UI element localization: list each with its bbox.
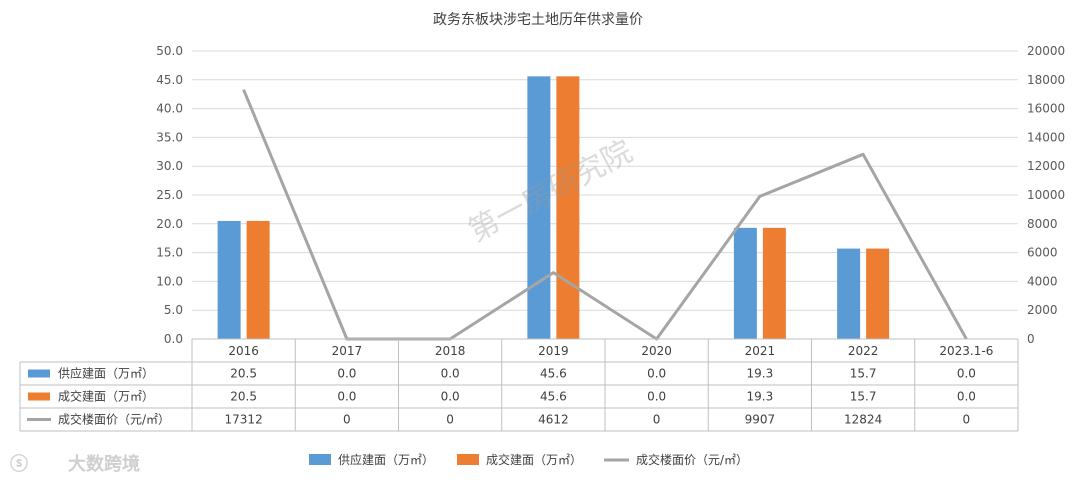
x-tick-label: 2020 [641,344,672,358]
table-series-name: 成交楼面价（元/㎡） [58,412,170,427]
bar-supply [733,227,757,339]
chart-title: 政务东板块涉宅土地历年供求量价 [433,12,643,28]
table-cell: 0.0 [957,390,976,404]
table-cell: 0.0 [647,390,666,404]
left-tick-label: 50.0 [156,44,183,58]
legend-label: 成交楼面价（元/㎡） [636,452,748,467]
x-tick-label: 2016 [228,344,259,358]
legend-label: 供应建面（万㎡） [338,452,434,467]
bar-supply [837,248,861,339]
left-tick-label: 30.0 [156,159,183,173]
right-tick-label: 10000 [1027,188,1065,202]
legend-key [309,454,331,465]
bar-supply [527,76,551,340]
legend-label: 成交建面（万㎡） [486,452,582,467]
x-tick-label: 2023.1-6 [939,344,993,358]
table-cell: 17312 [225,413,263,427]
grid-lines [192,50,1018,340]
table-cell: 0.0 [647,367,666,381]
data-table: 2016 2017 2018 2019 2020 2021 2022 2023.1-6 供应建面… [19,338,1019,432]
x-tick-label: 2017 [332,344,363,358]
left-tick-label: 45.0 [156,73,183,87]
logo: ⓢ 大数跨境 [10,453,140,475]
table-cell: 0 [343,413,351,427]
table-cell: 12824 [844,413,882,427]
table-cell: 0 [963,413,971,427]
bars [217,76,890,340]
x-tick-label: 2021 [745,344,776,358]
bar-supply [217,220,241,339]
table-cell: 0.0 [441,367,460,381]
right-tick-label: 8000 [1027,217,1058,231]
table-legend-key [28,369,50,378]
table-cell: 0 [653,413,661,427]
logo-icon: ⓢ [10,453,28,475]
table-cell: 0.0 [337,390,356,404]
table-cell: 0.0 [957,367,976,381]
left-tick-label: 20.0 [156,217,183,231]
table-series-name: 成交建面（万㎡） [58,389,154,404]
table-cell: 0.0 [441,390,460,404]
left-axis-ticks: 0.0 5.0 10.0 15.0 20.0 25.0 30.0 35.0 40.0 45.0 50… [156,44,183,346]
right-tick-label: 6000 [1027,246,1058,260]
bar-deal [866,248,890,339]
left-tick-label: 0.0 [164,332,183,346]
table-cell: 4612 [538,413,569,427]
table-cell: 19.3 [747,367,774,381]
table-cell: 15.7 [850,390,877,404]
logo-text: 大数跨境 [68,453,140,475]
table-cell: 45.6 [540,367,567,381]
left-tick-label: 40.0 [156,102,183,116]
right-tick-label: 2000 [1027,303,1058,317]
right-tick-label: 16000 [1027,102,1065,116]
watermark: 第一房研究院 [463,134,638,249]
table-cell: 9907 [745,413,776,427]
table-cell: 0 [446,413,454,427]
x-tick-label: 2019 [538,344,569,358]
table-cell: 0.0 [337,367,356,381]
right-tick-label: 12000 [1027,159,1065,173]
right-axis-ticks: 0 2000 4000 6000 8000 10000 12000 14000 16000 180… [1027,44,1065,346]
table-cell: 20.5 [230,390,257,404]
x-tick-label: 2022 [848,344,879,358]
bar-deal [246,220,270,339]
right-tick-label: 18000 [1027,73,1065,87]
left-tick-label: 25.0 [156,188,183,202]
x-tick-label: 2018 [435,344,466,358]
left-tick-label: 15.0 [156,246,183,260]
right-tick-label: 20000 [1027,44,1065,58]
legend-key [457,454,479,465]
right-tick-label: 14000 [1027,130,1065,144]
bar-deal [762,227,786,339]
table-legend-key [28,392,50,401]
table-series-name: 供应建面（万㎡） [58,366,154,381]
left-tick-label: 10.0 [156,274,183,288]
bar-deal [556,76,580,340]
table-cell: 15.7 [850,367,877,381]
legend: 供应建面（万㎡） 成交建面（万㎡） 成交楼面价（元/㎡） [309,452,748,467]
right-tick-label: 0 [1027,332,1035,346]
left-tick-label: 35.0 [156,130,183,144]
table-cell: 20.5 [230,367,257,381]
left-tick-label: 5.0 [164,303,183,317]
table-cell: 45.6 [540,390,567,404]
right-tick-label: 4000 [1027,274,1058,288]
table-cell: 19.3 [747,390,774,404]
